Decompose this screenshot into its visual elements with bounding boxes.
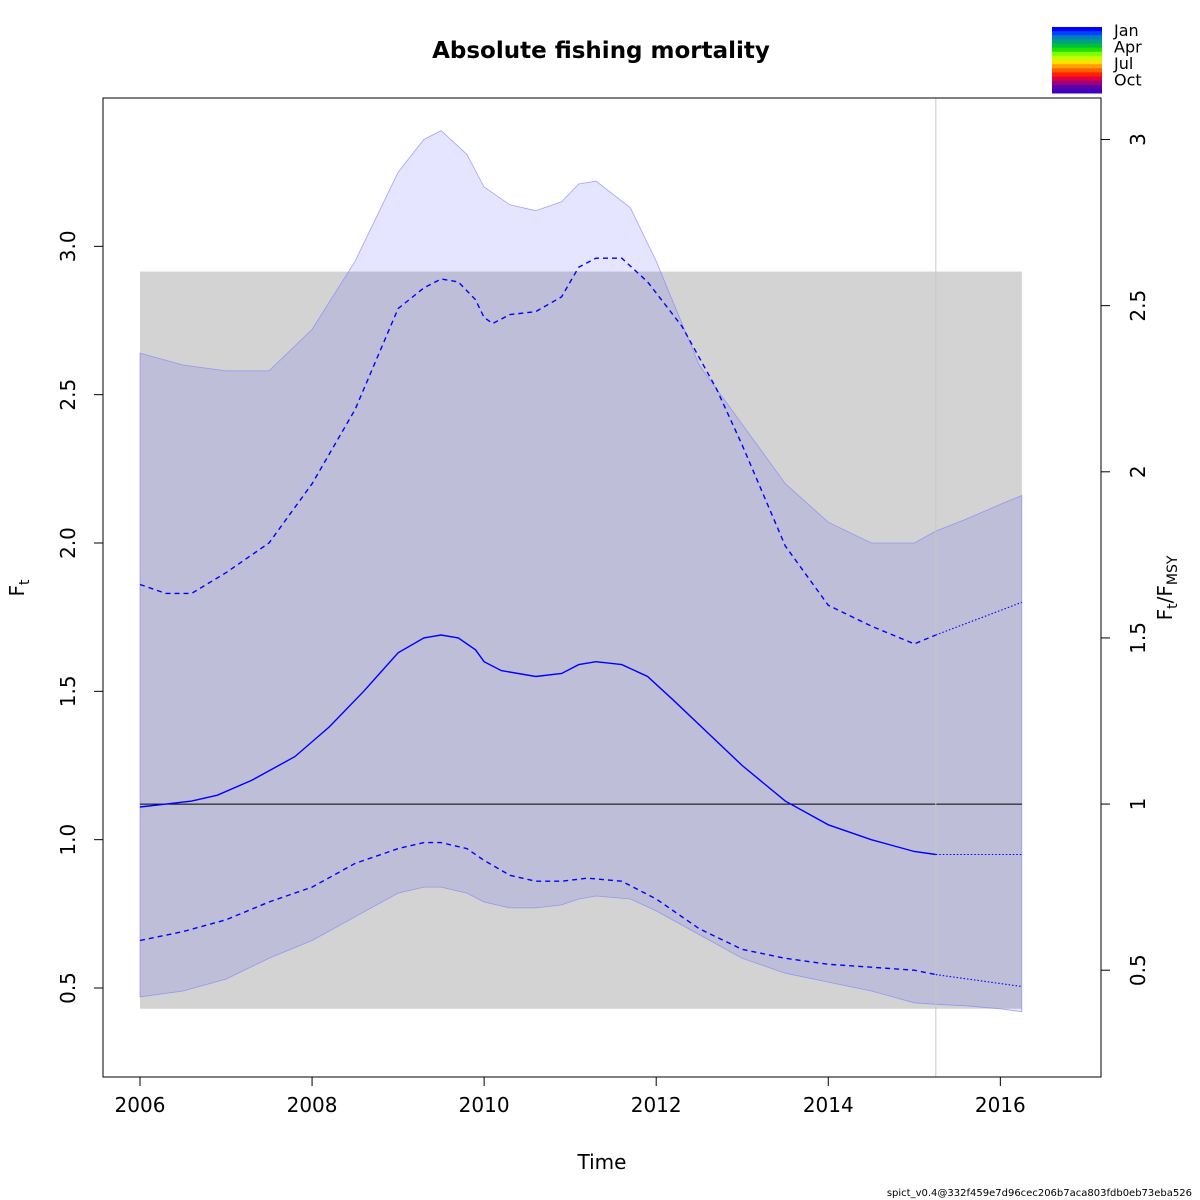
legend-label-jan: Jan xyxy=(1113,21,1139,40)
legend-swatch-0 xyxy=(1052,27,1102,32)
fmsy-band-rect xyxy=(139,271,1022,1009)
y-axis-label-sub: t xyxy=(17,579,33,585)
legend-swatch-7 xyxy=(1052,55,1102,61)
y2-tick-label-0: 0.5 xyxy=(1126,954,1150,986)
legend-swatch-13 xyxy=(1052,80,1102,86)
secondary-y-axis: 0.5 1 1.5 2 2.5 3 xyxy=(1101,133,1150,986)
legend-swatch-4 xyxy=(1052,43,1102,49)
series-line-4 xyxy=(139,841,936,976)
y2-tick-label-1: 1 xyxy=(1126,798,1150,811)
legend-swatch-9 xyxy=(1052,64,1102,69)
confidence-region xyxy=(139,130,1023,1013)
legend-label-apr: Apr xyxy=(1114,38,1142,57)
series-line-2 xyxy=(139,257,937,645)
y-tick-label-3: 2.0 xyxy=(56,527,80,559)
x-axis: 2006 2008 2010 2012 2014 2016 xyxy=(115,1077,1026,1117)
confidence-polygon xyxy=(139,130,1023,1013)
x-tick-label-2010: 2010 xyxy=(459,1093,510,1117)
legend-swatch-12 xyxy=(1052,76,1102,82)
y2-tick-label-3: 2 xyxy=(1126,465,1150,478)
series-lines xyxy=(139,257,1022,988)
legend-swatch-6 xyxy=(1052,51,1102,57)
legend-swatch-10 xyxy=(1052,68,1102,73)
legend-swatch-8 xyxy=(1052,60,1102,65)
legend-label-oct: Oct xyxy=(1114,71,1142,90)
y-axis-label: Ft xyxy=(5,579,33,597)
series-line-5 xyxy=(935,974,1022,988)
legend-swatch-3 xyxy=(1052,39,1102,44)
y-tick-label-0: 0.5 xyxy=(56,972,80,1004)
y-tick-label-2: 1.5 xyxy=(56,675,80,707)
legend-swatch-2 xyxy=(1052,35,1102,40)
secondary-y-axis-label: Ft/FMSY xyxy=(1153,555,1181,620)
x-tick-label-2008: 2008 xyxy=(287,1093,338,1117)
y2-tick-label-4: 2.5 xyxy=(1126,290,1150,322)
y2-label-sub2: MSY xyxy=(1165,555,1181,585)
fmsy-band xyxy=(139,271,1022,1009)
series-line-3 xyxy=(935,601,1022,636)
legend-swatch-15 xyxy=(1052,88,1102,94)
y-tick-label-5: 3.0 xyxy=(56,230,80,262)
y-tick-label-4: 2.5 xyxy=(56,379,80,411)
y2-label-sub1: t xyxy=(1165,603,1181,609)
x-tick-label-2006: 2006 xyxy=(115,1093,166,1117)
y2-tick-label-2: 1.5 xyxy=(1126,622,1150,654)
series-line-0 xyxy=(139,634,936,856)
legend-swatch-11 xyxy=(1052,72,1102,77)
y-axis: 0.5 1.0 1.5 2.0 2.5 3.0 xyxy=(56,230,103,1004)
y2-label-f: F xyxy=(1153,609,1177,621)
chart-title: Absolute fishing mortality xyxy=(432,38,770,64)
y-tick-label-1: 1.0 xyxy=(56,824,80,856)
y2-tick-label-5: 3 xyxy=(1126,133,1150,146)
legend-swatch-14 xyxy=(1052,84,1102,90)
x-tick-label-2012: 2012 xyxy=(631,1093,682,1117)
legend-label-jul: Jul xyxy=(1113,54,1133,73)
x-tick-label-2016: 2016 xyxy=(975,1093,1026,1117)
x-axis-label: Time xyxy=(577,1150,627,1174)
y2-label-slash: /F xyxy=(1153,585,1177,603)
plot-frame xyxy=(102,97,1102,1078)
y-axis-label-main: F xyxy=(5,585,29,597)
version-stamp: spict_v0.4@332f459e7d96cec206b7aca803fdb… xyxy=(887,1188,1192,1199)
legend-swatch-1 xyxy=(1052,31,1102,36)
x-tick-label-2014: 2014 xyxy=(803,1093,854,1117)
legend-swatch-5 xyxy=(1052,47,1102,53)
